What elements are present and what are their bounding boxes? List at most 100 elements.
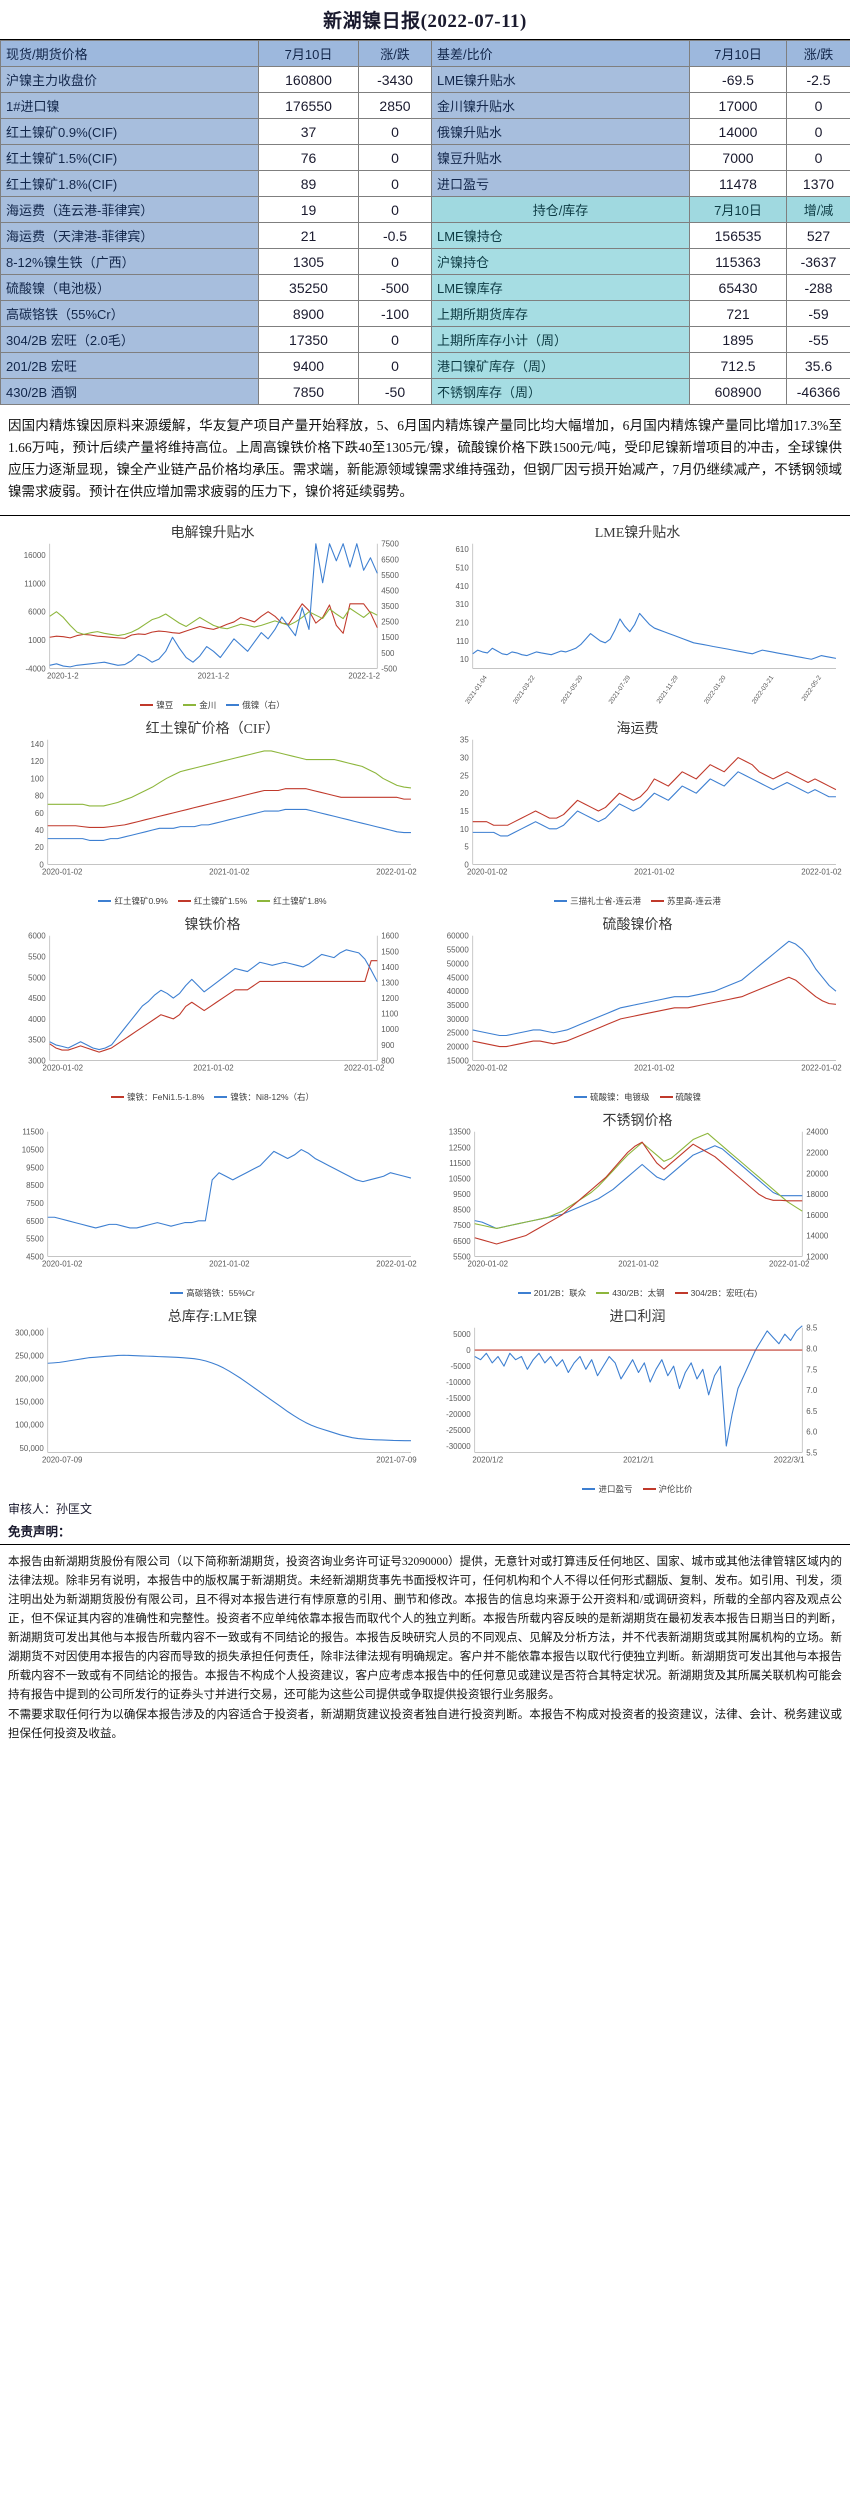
row-change-left: 0	[358, 248, 432, 275]
series-line	[47, 788, 411, 828]
table-row: 红土镍矿1.8%(CIF) 89 0 进口盈亏 11478 1370	[0, 170, 850, 197]
svg-text:30: 30	[460, 754, 469, 763]
row-value-right: 712.5	[689, 352, 787, 379]
legend-swatch	[98, 899, 112, 903]
svg-text:5500: 5500	[28, 952, 46, 961]
svg-text:55000: 55000	[447, 946, 470, 955]
row-change-left: 0	[358, 196, 432, 223]
svg-text:6.5: 6.5	[806, 1407, 818, 1416]
svg-text:35: 35	[460, 736, 469, 745]
svg-text:2020-07-09: 2020-07-09	[42, 1455, 83, 1464]
svg-text:-25000: -25000	[446, 1426, 471, 1435]
row-label-right: LME镍升贴水	[431, 66, 690, 93]
row-label-left: 高碳铬铁（55%Cr）	[0, 300, 259, 327]
row-value-left: 160800	[258, 66, 359, 93]
svg-text:-20000: -20000	[446, 1410, 471, 1419]
svg-text:1200: 1200	[381, 994, 399, 1003]
legend-label: 430/2B：太钢	[612, 1288, 665, 1298]
svg-text:120: 120	[31, 757, 45, 766]
row-change-right: -59	[786, 300, 850, 327]
svg-text:2020-01-02: 2020-01-02	[467, 867, 507, 876]
chart-plot: 3000 3500 4000 4500 5000 5500 6000 800 900 1000 11…	[28, 932, 399, 1073]
legend-label: 硫酸镍：电镀级	[589, 1092, 650, 1102]
svg-text:1100: 1100	[381, 1010, 399, 1019]
svg-text:12000: 12000	[806, 1252, 829, 1261]
svg-text:20: 20	[460, 789, 469, 798]
market-analysis-text: 因国内精炼镍因原料来源缓解，华友复产项目产量开始释放，5、6月国内精炼镍产量同比…	[0, 405, 850, 516]
svg-text:2022-03-21: 2022-03-21	[751, 674, 776, 705]
svg-text:2022-01-02: 2022-01-02	[801, 867, 841, 876]
row-label-right: 进口盈亏	[431, 170, 690, 197]
row-label-right: 上期所期货库存	[431, 300, 690, 327]
row-value-left: 8900	[258, 300, 359, 327]
svg-text:2020/1/2: 2020/1/2	[472, 1455, 503, 1464]
row-change-left: -0.5	[358, 222, 432, 249]
svg-text:2021-01-02: 2021-01-02	[193, 1063, 233, 1072]
svg-text:610: 610	[456, 545, 470, 554]
row-value-right: 17000	[689, 92, 787, 119]
row-value-left: 7850	[258, 378, 359, 405]
svg-text:50000: 50000	[447, 959, 470, 968]
row-label-right: 金川镍升贴水	[431, 92, 690, 119]
svg-text:2020-01-02: 2020-01-02	[467, 1063, 507, 1072]
legend-item: 201/2B：联众	[517, 1287, 586, 1299]
svg-text:7.5: 7.5	[806, 1365, 818, 1374]
series-line	[474, 1325, 803, 1447]
header-right-change: 涨/跌	[786, 40, 850, 67]
legend-item: 红土镍矿0.9%	[98, 895, 168, 907]
svg-text:0: 0	[466, 1346, 471, 1355]
table-row: 红土镍矿0.9%(CIF) 37 0 俄镍升贴水 14000 0	[0, 118, 850, 145]
header-left-label: 现货/期货价格	[0, 40, 259, 67]
svg-text:1000: 1000	[28, 636, 46, 645]
legend-label: 304/2B：宏旺(右)	[690, 1288, 758, 1298]
svg-text:20000: 20000	[806, 1169, 829, 1178]
legend-swatch	[183, 703, 197, 707]
svg-text:2022-1-2: 2022-1-2	[348, 671, 380, 680]
svg-text:110: 110	[456, 637, 469, 646]
legend-swatch	[573, 1095, 587, 1099]
svg-text:7500: 7500	[381, 540, 399, 549]
svg-text:5500: 5500	[453, 1252, 471, 1261]
row-change-left: -3430	[358, 66, 432, 93]
row-label-right: LME镍持仓	[431, 222, 690, 249]
svg-text:40: 40	[35, 826, 44, 835]
legend-item: 304/2B：宏旺(右)	[674, 1287, 758, 1299]
svg-text:2022-01-02: 2022-01-02	[376, 1259, 416, 1268]
chart-plot: 0 20 40 60 80 100 120 140 2020-01-02 2021-01-02 20…	[31, 739, 417, 876]
row-label-right: 持仓/库存	[431, 196, 690, 223]
svg-text:10: 10	[460, 655, 469, 664]
row-label-right: 俄镍升贴水	[431, 118, 690, 145]
row-value-left: 19	[258, 196, 359, 223]
row-change-left: 0	[358, 352, 432, 379]
table-row: 430/2B 酒钢 7850 -50 不锈钢库存（周） 608900 -46366	[0, 378, 850, 405]
row-change-right: -2.5	[786, 66, 850, 93]
svg-text:60000: 60000	[447, 932, 470, 941]
series-line	[49, 607, 378, 637]
svg-text:6500: 6500	[453, 1237, 471, 1246]
chart-nickel-sulfate-price: 硫酸镍价格 15000 20000 25000 30000 35000 40000 45000…	[425, 908, 850, 1104]
svg-text:2022-05-2: 2022-05-2	[801, 674, 824, 702]
svg-text:25: 25	[460, 771, 469, 780]
legend-item: 镍铁：Ni8-12%（右）	[214, 1091, 314, 1103]
svg-text:2020-01-02: 2020-01-02	[42, 867, 82, 876]
series-line	[474, 1145, 803, 1229]
svg-text:2021-03-22: 2021-03-22	[512, 674, 537, 705]
svg-text:11000: 11000	[24, 579, 46, 588]
svg-text:-500: -500	[381, 664, 397, 673]
svg-text:2021-11-29: 2021-11-29	[656, 674, 681, 705]
svg-text:-10000: -10000	[446, 1378, 471, 1387]
row-label-right: LME镍库存	[431, 274, 690, 301]
legend-swatch	[582, 1487, 596, 1491]
svg-text:25000: 25000	[447, 1029, 470, 1038]
series-line	[472, 940, 837, 1037]
svg-text:7500: 7500	[453, 1221, 471, 1230]
svg-text:30000: 30000	[447, 1015, 470, 1024]
svg-text:5500: 5500	[26, 1235, 44, 1244]
svg-text:1300: 1300	[381, 978, 399, 987]
svg-text:2021-01-04: 2021-01-04	[464, 674, 489, 705]
table-row: 硫酸镍（电池极） 35250 -500 LME镍库存 65430 -288	[0, 274, 850, 301]
svg-text:-30000: -30000	[446, 1442, 471, 1451]
svg-text:5000: 5000	[453, 1330, 471, 1339]
svg-text:6500: 6500	[381, 555, 399, 564]
series-line	[474, 1132, 803, 1229]
